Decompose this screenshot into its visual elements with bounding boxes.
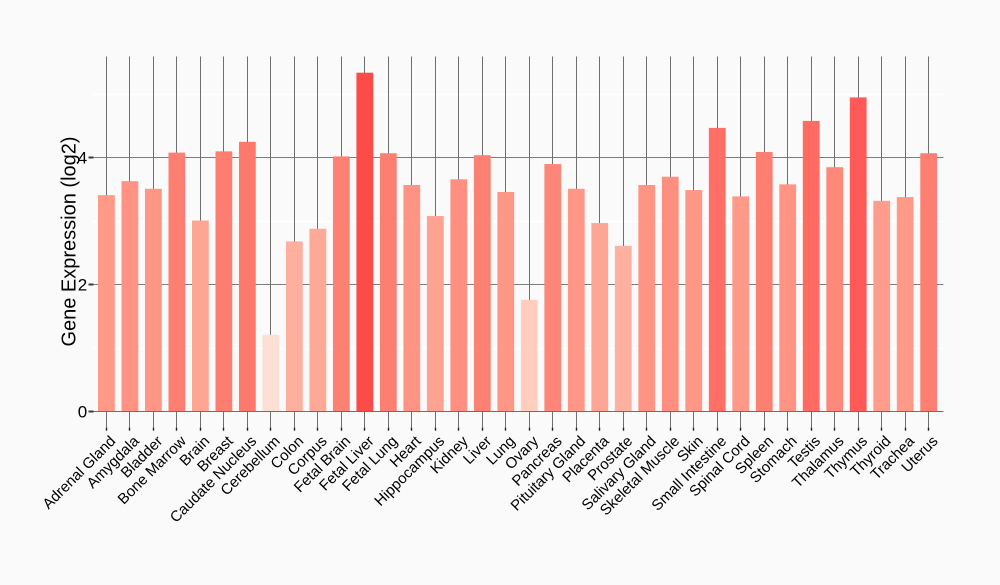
svg-text:4: 4 [78, 149, 87, 168]
svg-text:Gene Expression (log2): Gene Expression (log2) [59, 136, 81, 346]
svg-text:2: 2 [78, 276, 87, 295]
svg-text:0: 0 [78, 403, 87, 422]
